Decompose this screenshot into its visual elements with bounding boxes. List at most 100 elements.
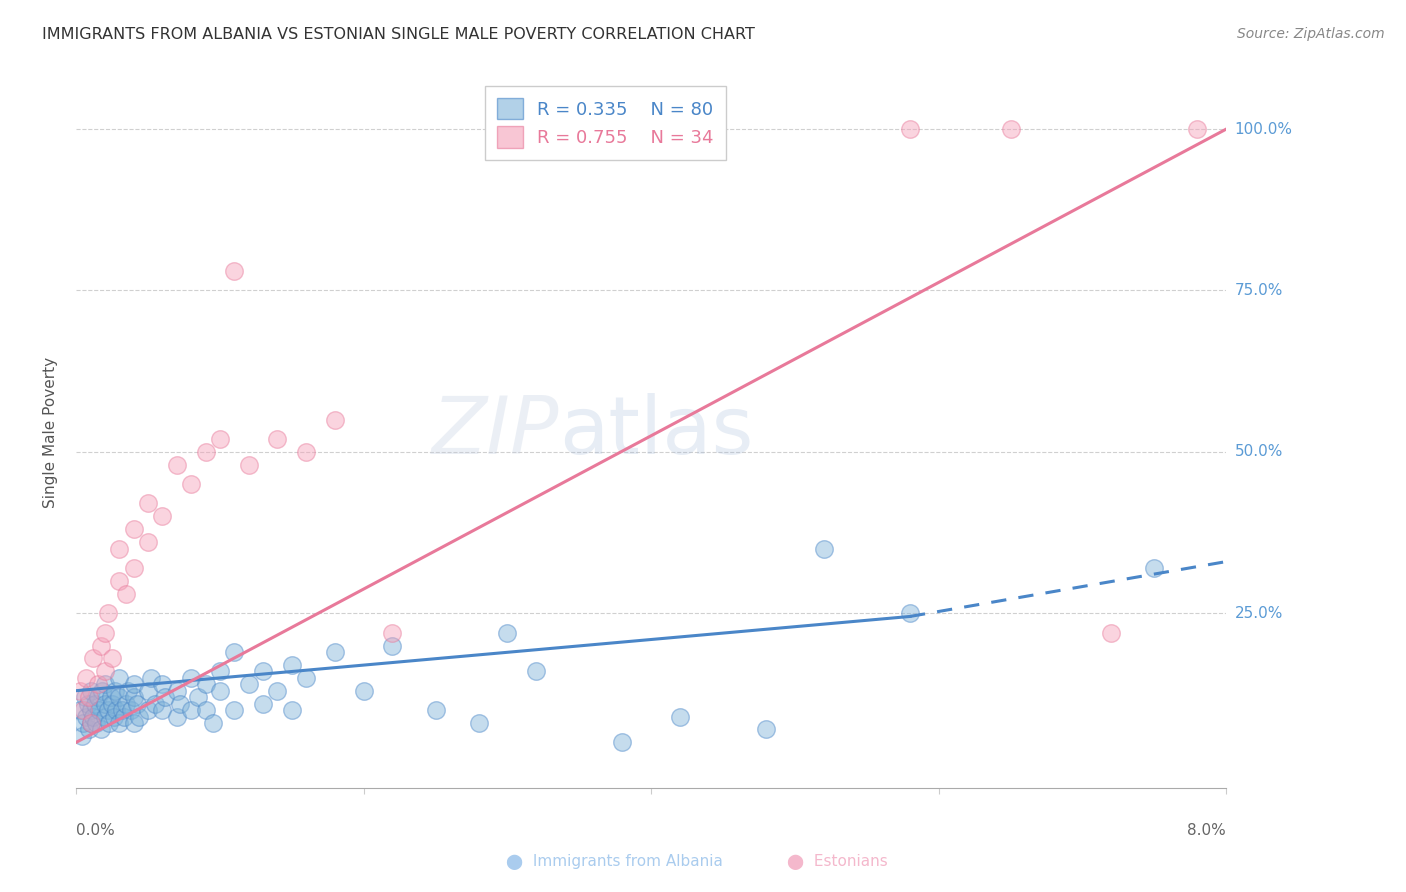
Text: Source: ZipAtlas.com: Source: ZipAtlas.com — [1237, 27, 1385, 41]
Y-axis label: Single Male Poverty: Single Male Poverty — [44, 357, 58, 508]
Point — [82, 709, 104, 723]
Point — [136, 496, 159, 510]
Point — [1000, 122, 1022, 136]
Point — [104, 683, 127, 698]
Point — [136, 535, 159, 549]
Point — [281, 703, 304, 717]
Point — [79, 715, 101, 730]
Point — [155, 690, 177, 705]
Point — [381, 639, 404, 653]
Point — [323, 645, 346, 659]
Point — [125, 697, 148, 711]
Point — [755, 723, 778, 737]
Point — [98, 715, 121, 730]
Point — [103, 709, 125, 723]
Point — [194, 445, 217, 459]
Point — [73, 690, 96, 705]
Text: atlas: atlas — [560, 393, 754, 472]
Point — [108, 541, 131, 556]
Point — [152, 703, 174, 717]
Point — [898, 122, 921, 136]
Point — [72, 715, 94, 730]
Point — [381, 625, 404, 640]
Point — [76, 697, 98, 711]
Point — [82, 651, 104, 665]
Text: ⬤  Estonians: ⬤ Estonians — [787, 854, 889, 870]
Point — [187, 690, 209, 705]
Point — [75, 709, 97, 723]
Text: 50.0%: 50.0% — [1234, 444, 1282, 459]
Point — [194, 703, 217, 717]
Point — [122, 522, 145, 536]
Point — [152, 509, 174, 524]
Text: 8.0%: 8.0% — [1188, 823, 1226, 838]
Point — [898, 606, 921, 620]
Point — [108, 715, 131, 730]
Point — [75, 671, 97, 685]
Point — [84, 715, 107, 730]
Point — [122, 690, 145, 705]
Point — [467, 715, 489, 730]
Point — [524, 665, 547, 679]
Point — [105, 703, 128, 717]
Point — [87, 677, 110, 691]
Point — [353, 683, 375, 698]
Point — [224, 703, 246, 717]
Point — [180, 703, 202, 717]
Point — [266, 683, 288, 698]
Point — [100, 690, 122, 705]
Text: ZIP: ZIP — [432, 393, 560, 472]
Point — [136, 683, 159, 698]
Point — [91, 683, 114, 698]
Point — [180, 671, 202, 685]
Point — [90, 723, 112, 737]
Point — [295, 445, 318, 459]
Text: IMMIGRANTS FROM ALBANIA VS ESTONIAN SINGLE MALE POVERTY CORRELATION CHART: IMMIGRANTS FROM ALBANIA VS ESTONIAN SING… — [42, 27, 755, 42]
Point — [238, 458, 260, 472]
Point — [79, 715, 101, 730]
Point — [169, 697, 191, 711]
Text: 25.0%: 25.0% — [1234, 606, 1282, 621]
Point — [152, 677, 174, 691]
Point — [136, 703, 159, 717]
Point — [108, 671, 131, 685]
Point — [208, 665, 231, 679]
Point — [166, 709, 188, 723]
Point — [90, 639, 112, 653]
Point — [120, 703, 142, 717]
Point — [201, 715, 224, 730]
Point — [238, 677, 260, 691]
Point — [83, 697, 105, 711]
Point — [180, 477, 202, 491]
Point — [143, 697, 166, 711]
Text: 100.0%: 100.0% — [1234, 121, 1292, 136]
Point — [94, 709, 117, 723]
Point — [1099, 625, 1122, 640]
Point — [122, 715, 145, 730]
Point — [115, 587, 138, 601]
Point — [87, 690, 110, 705]
Point — [94, 665, 117, 679]
Point — [94, 697, 117, 711]
Point — [97, 703, 120, 717]
Point — [281, 657, 304, 672]
Legend: R = 0.335    N = 80, R = 0.755    N = 34: R = 0.335 N = 80, R = 0.755 N = 34 — [485, 87, 725, 160]
Point — [669, 709, 692, 723]
Point — [224, 645, 246, 659]
Text: 75.0%: 75.0% — [1234, 283, 1282, 298]
Point — [194, 677, 217, 691]
Point — [266, 432, 288, 446]
Point — [111, 703, 134, 717]
Point — [208, 683, 231, 698]
Point — [252, 665, 274, 679]
Point — [1187, 122, 1209, 136]
Text: 0.0%: 0.0% — [76, 823, 115, 838]
Point — [295, 671, 318, 685]
Point — [224, 264, 246, 278]
Point — [166, 458, 188, 472]
Point — [101, 651, 124, 665]
Point — [122, 677, 145, 691]
Point — [166, 683, 188, 698]
Point — [94, 677, 117, 691]
Point — [1143, 561, 1166, 575]
